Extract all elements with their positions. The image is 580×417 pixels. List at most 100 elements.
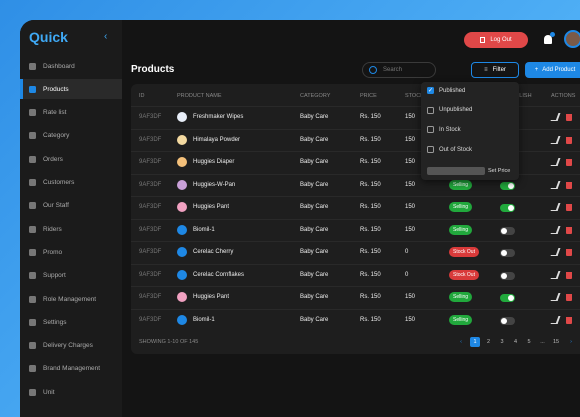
edit-icon[interactable]: [550, 248, 561, 256]
sidebar-item[interactable]: Settings: [20, 312, 122, 332]
edit-icon[interactable]: [550, 293, 561, 301]
sidebar-label: Delivery Charges: [43, 342, 93, 350]
delete-icon[interactable]: [566, 294, 572, 301]
filter-option[interactable]: ✓ Published: [427, 87, 465, 94]
sidebar-item[interactable]: Category: [20, 126, 122, 146]
page-button[interactable]: ...: [540, 339, 545, 345]
product-name: Biomil-1: [193, 316, 215, 323]
sidebar-label: Customers: [43, 179, 75, 186]
publish-toggle[interactable]: [500, 294, 515, 302]
sidebar-item[interactable]: Delivery Charges: [20, 336, 122, 356]
product-name: Freshmaker Wipes: [193, 114, 244, 120]
avatar[interactable]: [564, 30, 580, 48]
sidebar-item[interactable]: Unit: [20, 382, 122, 402]
product-image: [177, 247, 187, 257]
status-pill: Stock Out: [449, 269, 479, 280]
page-button[interactable]: 1: [470, 337, 480, 347]
sidebar-item[interactable]: Dashboard: [20, 56, 122, 76]
page-button[interactable]: 4: [513, 339, 518, 345]
set-price-label[interactable]: Set Price: [488, 168, 511, 174]
product-stock: 150: [405, 181, 416, 188]
sidebar-item[interactable]: Our Staff: [20, 196, 122, 216]
price-slider[interactable]: [427, 167, 485, 175]
filter-option[interactable]: Unpublished: [427, 106, 472, 114]
sidebar-item[interactable]: Riders: [20, 219, 122, 239]
publish-toggle[interactable]: [500, 226, 515, 235]
publish-toggle[interactable]: [500, 181, 515, 190]
edit-icon[interactable]: [550, 203, 561, 211]
sidebar-item[interactable]: Role Management: [20, 289, 122, 309]
sidebar-icon: [29, 109, 36, 117]
product-stock: 150: [405, 316, 416, 323]
filter-menu: ✓ Published Unpublished In Stock Out of Stoc…: [421, 82, 519, 180]
sidebar-item[interactable]: Brand Management: [20, 359, 122, 379]
checkbox: [427, 126, 434, 134]
sidebar-item[interactable]: Orders: [20, 149, 122, 169]
product-id: 9AF3DF: [139, 294, 162, 300]
column-header: PUBLISH: [508, 93, 532, 99]
publish-toggle[interactable]: [500, 271, 515, 280]
edit-icon[interactable]: [550, 315, 561, 324]
toggle-knob: [501, 272, 507, 279]
logout-button[interactable]: Log Out: [464, 32, 528, 48]
publish-toggle[interactable]: [500, 204, 515, 212]
product-id: 9AF3DF: [139, 114, 162, 120]
edit-icon[interactable]: [550, 158, 561, 166]
publish-toggle[interactable]: [500, 316, 515, 325]
add-product-button[interactable]: + Add Product: [525, 62, 580, 78]
product-category: Baby Care: [300, 316, 329, 323]
sidebar-item[interactable]: Promo: [20, 242, 122, 262]
product-stock: 150: [405, 204, 416, 210]
product-price: Rs. 150: [360, 181, 381, 188]
delete-icon[interactable]: [566, 114, 572, 121]
product-category: Baby Care: [300, 136, 329, 143]
search-box[interactable]: Search: [362, 62, 436, 78]
filter-option[interactable]: Out of Stock: [427, 146, 472, 154]
table-row: 9AF3DF Huggies-W-Pan Baby Care Rs. 150 150 Se…: [131, 173, 580, 196]
page-button[interactable]: 2: [486, 339, 491, 345]
delete-icon[interactable]: [566, 316, 572, 324]
edit-icon[interactable]: [550, 180, 561, 189]
page-button[interactable]: 15: [552, 339, 560, 345]
column-header: CATEGORY: [300, 93, 331, 99]
sidebar-icon: [29, 155, 36, 163]
edit-icon[interactable]: [550, 270, 561, 279]
product-category: Baby Care: [300, 226, 329, 233]
delete-icon[interactable]: [566, 204, 572, 211]
page-button[interactable]: 5: [527, 339, 531, 345]
sidebar-icon: [29, 388, 36, 396]
product-category: Baby Care: [300, 271, 329, 278]
delete-icon[interactable]: [566, 181, 572, 189]
sidebar-item[interactable]: Products: [20, 79, 122, 100]
filter-button[interactable]: ≡ Filter: [471, 62, 519, 78]
search-placeholder: Search: [383, 67, 403, 73]
product-image: [177, 134, 187, 145]
publish-toggle[interactable]: [500, 249, 515, 257]
delete-icon[interactable]: [566, 249, 572, 256]
edit-icon[interactable]: [550, 135, 561, 144]
product-stock: 0: [405, 249, 409, 255]
product-price: Rs. 150: [360, 226, 381, 233]
sidebar-item[interactable]: Rate list: [20, 103, 122, 123]
delete-icon[interactable]: [566, 271, 572, 279]
sidebar-label: Orders: [43, 155, 63, 163]
checkbox: [427, 106, 434, 114]
sidebar-icon: [29, 295, 36, 303]
product-image: [177, 157, 187, 167]
delete-icon[interactable]: [566, 226, 572, 234]
sidebar-item[interactable]: Support: [20, 266, 122, 286]
delete-icon[interactable]: [566, 136, 572, 144]
delete-icon[interactable]: [566, 159, 572, 166]
sidebar-item[interactable]: Customers: [20, 173, 122, 193]
prev-page[interactable]: ‹: [460, 339, 462, 345]
collapse-button[interactable]: ‹: [104, 31, 108, 42]
page-button[interactable]: 3: [500, 339, 504, 345]
bell-icon[interactable]: [544, 35, 552, 44]
notification-badge: [550, 32, 555, 37]
edit-icon[interactable]: [550, 225, 561, 234]
filter-option[interactable]: In Stock: [427, 126, 461, 134]
edit-icon[interactable]: [550, 113, 561, 121]
next-page[interactable]: ›: [570, 339, 572, 345]
table-row: 9AF3DF Himalaya Powder Baby Care Rs. 150 150: [131, 128, 580, 151]
product-price: Rs. 150: [360, 271, 381, 278]
